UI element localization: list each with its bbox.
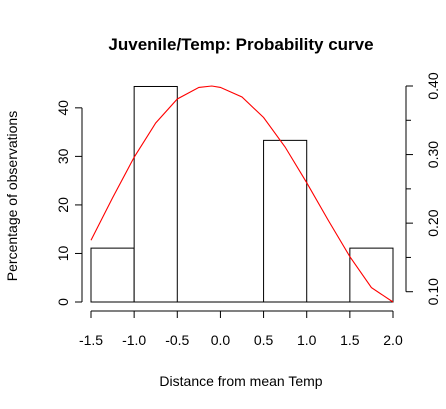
y-tick-label-0: 0 xyxy=(55,298,71,306)
x-tick-label-3: 0.0 xyxy=(211,332,231,348)
x-tick-label-4: 0.5 xyxy=(254,332,274,348)
y-tick-label-2: 20 xyxy=(55,197,71,213)
x-tick-label-7: 2.0 xyxy=(383,332,403,348)
x-tick-label-1: -1.0 xyxy=(122,332,146,348)
y2-tick-label-1: 0.20 xyxy=(425,209,441,236)
bar-4 xyxy=(263,139,308,303)
y-tick-label-4: 40 xyxy=(55,100,71,116)
bar-0 xyxy=(90,247,135,303)
x-axis-label: Distance from mean Temp xyxy=(159,373,322,389)
x-axis: -1.5 -1.0 -0.5 0.0 0.5 1.0 1.5 2.0 xyxy=(79,310,403,348)
y2-tick-label-3: 0.40 xyxy=(425,72,441,99)
y-axis-right: 0.10 0.20 0.30 0.40 xyxy=(405,72,441,305)
y-axis-label: Percentage of observations xyxy=(4,111,20,281)
y2-tick-label-2: 0.30 xyxy=(425,141,441,168)
x-tick-label-6: 1.5 xyxy=(340,332,360,348)
x-tick-label-0: -1.5 xyxy=(79,332,103,348)
bar-1 xyxy=(133,85,178,303)
y-tick-label-1: 10 xyxy=(55,245,71,261)
y-axis-left: 0 10 20 30 40 xyxy=(55,100,83,306)
bar-6 xyxy=(349,247,394,303)
x-tick-label-5: 1.0 xyxy=(297,332,317,348)
y2-tick-label-0: 0.10 xyxy=(425,278,441,305)
probability-curve xyxy=(90,85,394,303)
x-tick-label-2: -0.5 xyxy=(165,332,189,348)
y-tick-label-3: 30 xyxy=(55,148,71,164)
bars-group xyxy=(90,85,394,303)
chart-title: Juvenile/Temp: Probability curve xyxy=(108,35,373,54)
curve-group xyxy=(90,85,394,303)
